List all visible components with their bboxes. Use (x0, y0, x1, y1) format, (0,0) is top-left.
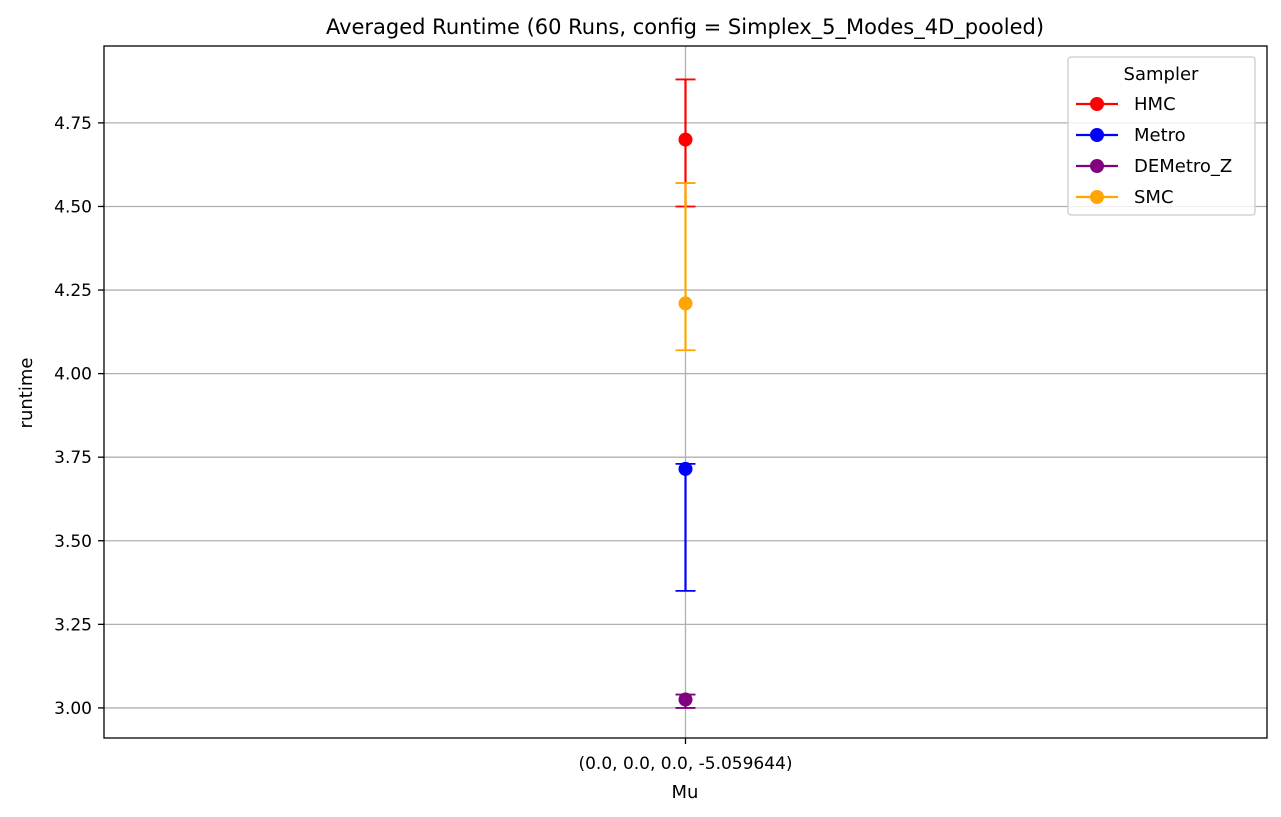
legend-item: DEMetro_Z (1076, 156, 1232, 177)
series-smc (675, 182, 696, 352)
legend-marker (1090, 97, 1104, 111)
y-tick-label: 3.50 (54, 532, 92, 552)
legend-marker (1090, 159, 1104, 173)
y-axis-ticks: 3.00 3.25 3.50 3.75 4.00 4.25 4.50 4.75 (54, 114, 104, 719)
chart-title: Averaged Runtime (60 Runs, config = Simp… (326, 15, 1044, 40)
data-point (678, 461, 693, 476)
y-tick-label: 3.00 (54, 699, 92, 719)
legend-marker (1090, 190, 1104, 204)
y-tick-label: 4.00 (54, 365, 92, 385)
legend-label: DEMetro_Z (1134, 156, 1232, 177)
data-point (678, 692, 693, 707)
series-demetro-z (675, 692, 696, 709)
x-axis-label: Mu (672, 782, 699, 803)
y-tick-label: 3.75 (54, 448, 92, 468)
x-axis-ticks: (0.0, 0.0, 0.0, -5.059644) (578, 738, 793, 774)
legend-item: HMC (1076, 94, 1176, 115)
x-tick-label: (0.0, 0.0, 0.0, -5.059644) (578, 754, 792, 774)
data-point (678, 296, 693, 311)
legend: Sampler HMC Metro DEMetro_Z SMC (1067, 56, 1256, 216)
y-tick-label: 4.75 (54, 114, 92, 134)
data-point (678, 132, 693, 147)
legend-box (1067, 56, 1256, 216)
y-tick-label: 4.50 (54, 197, 92, 217)
legend-label: SMC (1134, 187, 1174, 208)
legend-label: HMC (1134, 94, 1176, 115)
data-marks (675, 78, 696, 709)
series-metro (675, 461, 696, 592)
legend-marker (1090, 128, 1104, 142)
legend-item: SMC (1076, 187, 1174, 208)
y-tick-label: 4.25 (54, 281, 92, 301)
legend-label: Metro (1134, 125, 1186, 146)
legend-title: Sampler (1124, 64, 1199, 85)
y-tick-label: 3.25 (54, 615, 92, 635)
legend-item: Metro (1076, 125, 1186, 146)
y-axis-label: runtime (16, 358, 37, 429)
plot-frame (103, 45, 1268, 739)
legend-items: HMC Metro DEMetro_Z SMC (1076, 94, 1232, 208)
